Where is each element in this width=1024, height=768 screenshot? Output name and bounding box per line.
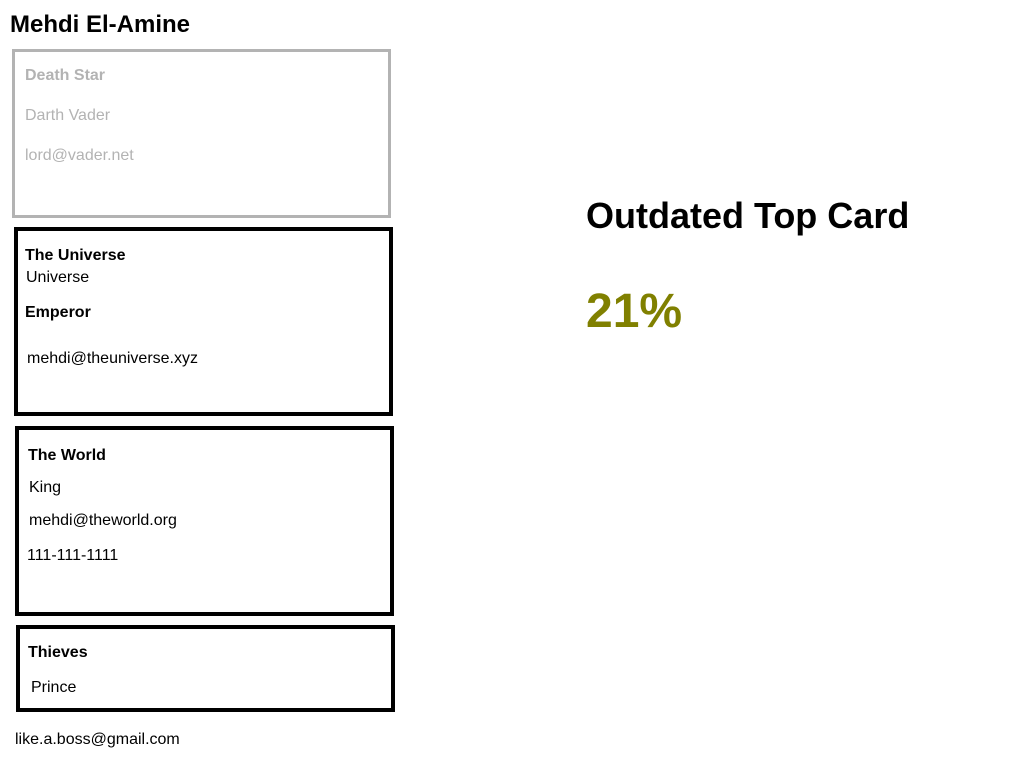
card-company: The Universe: [25, 247, 126, 264]
card-subtitle: Universe: [26, 269, 90, 286]
card-title: Prince: [31, 679, 77, 696]
card-email: mehdi@theworld.org: [29, 512, 177, 529]
card-company: The World: [28, 447, 106, 464]
contact-card-thieves[interactable]: Thieves Prince: [16, 625, 395, 712]
stat-label: Outdated Top Card: [586, 195, 910, 236]
card-email: lord@vader.net: [25, 147, 134, 164]
card-company: Thieves: [28, 644, 88, 661]
contact-card-the-universe[interactable]: The Universe Universe Emperor mehdi@theu…: [14, 227, 393, 416]
card-phone: 111-111-1111: [27, 547, 119, 564]
contact-card-death-star[interactable]: Death Star Darth Vader lord@vader.net: [12, 49, 391, 218]
footer-email: like.a.boss@gmail.com: [15, 731, 180, 748]
card-title: Darth Vader: [25, 107, 111, 124]
contact-card-the-world[interactable]: The World King mehdi@theworld.org 111-11…: [15, 426, 394, 616]
user-name: Mehdi El-Amine: [10, 11, 191, 38]
card-company: Death Star: [25, 67, 106, 84]
stat-value: 21%: [586, 285, 683, 338]
card-email: mehdi@theuniverse.xyz: [27, 350, 198, 367]
card-title: King: [29, 479, 62, 496]
card-title: Emperor: [25, 304, 91, 321]
